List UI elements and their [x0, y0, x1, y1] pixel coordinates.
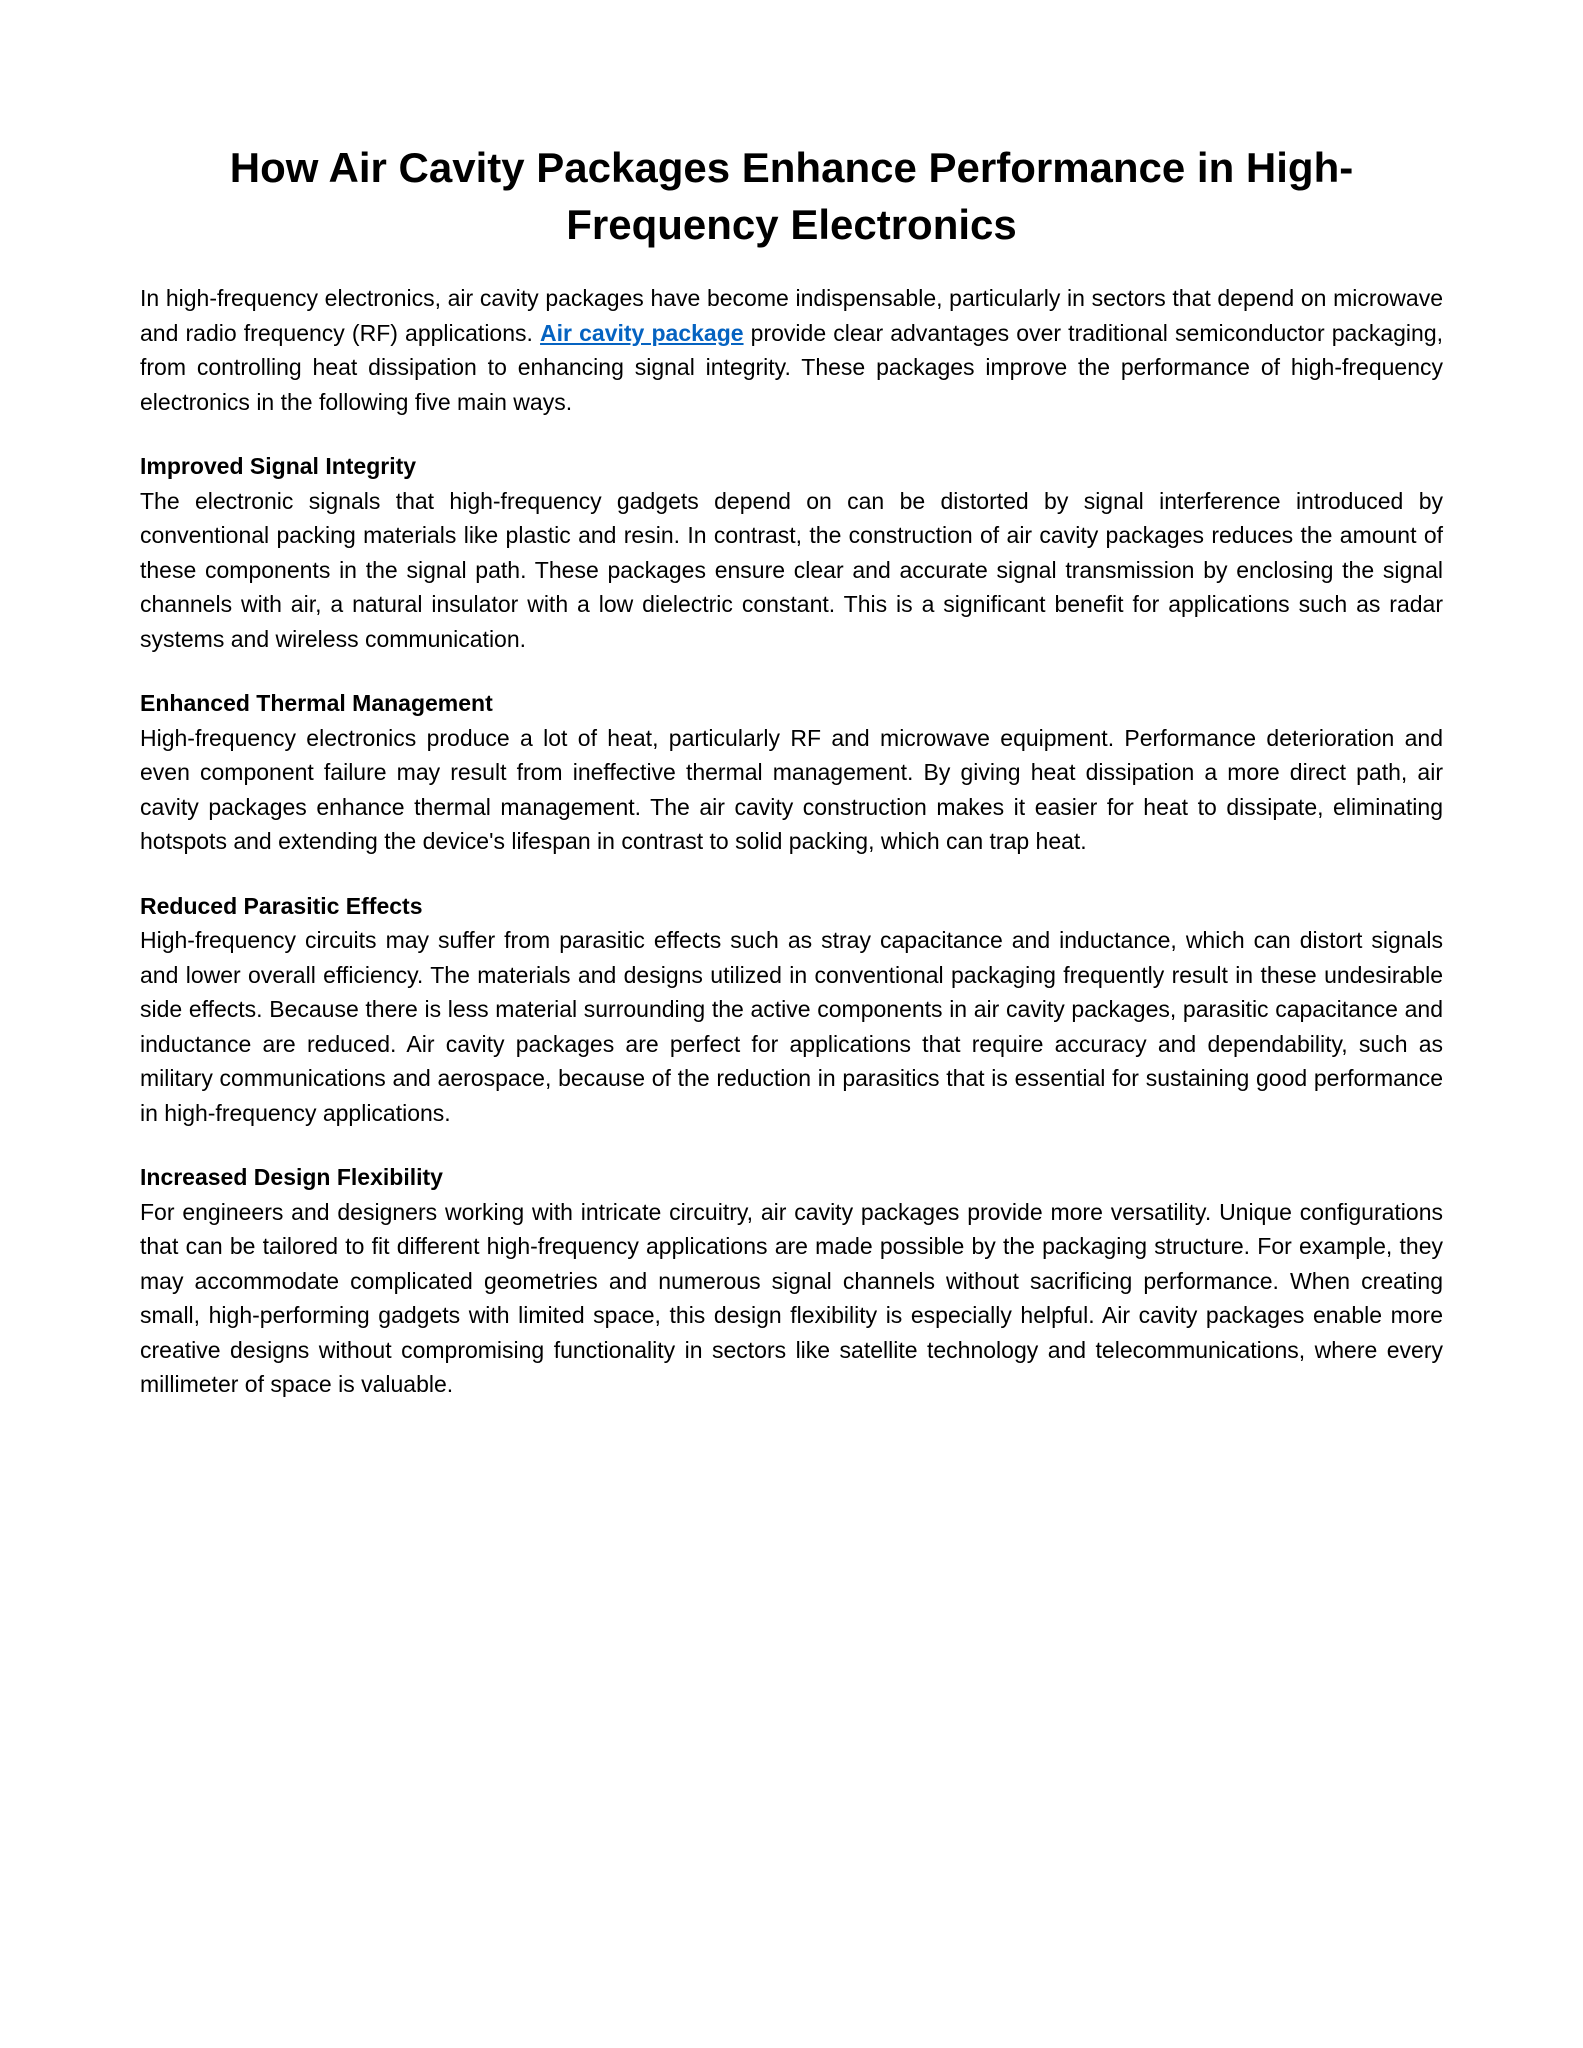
- page-title: How Air Cavity Packages Enhance Performa…: [140, 140, 1443, 253]
- section-2-body: High-frequency electronics produce a lot…: [140, 721, 1443, 859]
- section-1-body: The electronic signals that high-frequen…: [140, 484, 1443, 657]
- section-3-heading: Reduced Parasitic Effects: [140, 889, 1443, 924]
- section-1-heading: Improved Signal Integrity: [140, 449, 1443, 484]
- section-2: Enhanced Thermal Management High-frequen…: [140, 686, 1443, 859]
- section-4-body: For engineers and designers working with…: [140, 1195, 1443, 1402]
- section-3: Reduced Parasitic Effects High-frequency…: [140, 889, 1443, 1131]
- section-1: Improved Signal Integrity The electronic…: [140, 449, 1443, 656]
- section-4-heading: Increased Design Flexibility: [140, 1160, 1443, 1195]
- section-4: Increased Design Flexibility For enginee…: [140, 1160, 1443, 1402]
- intro-paragraph: In high-frequency electronics, air cavit…: [140, 281, 1443, 419]
- section-2-heading: Enhanced Thermal Management: [140, 686, 1443, 721]
- air-cavity-package-link[interactable]: Air cavity package: [540, 320, 744, 346]
- section-3-body: High-frequency circuits may suffer from …: [140, 923, 1443, 1130]
